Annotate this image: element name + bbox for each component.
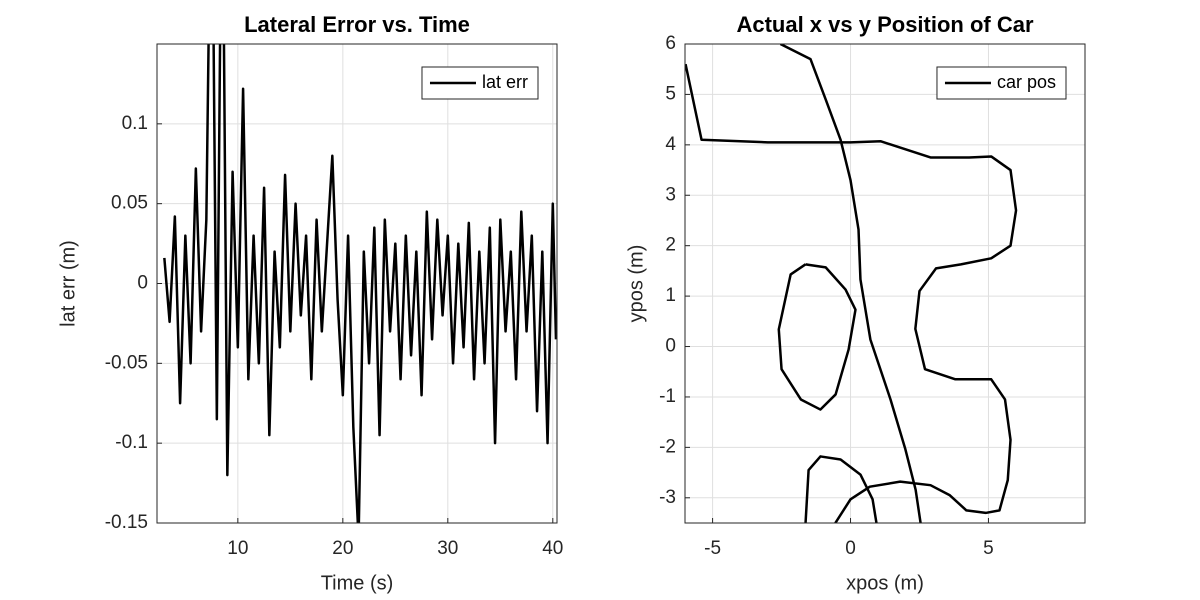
legend: car pos	[936, 66, 1067, 100]
x-axis-label: Time (s)	[321, 572, 394, 594]
x-tick-label: 0	[845, 538, 856, 559]
y-tick-label: -0.15	[105, 512, 148, 533]
x-tick-label: 40	[542, 538, 563, 559]
data-line	[685, 44, 1018, 523]
y-tick-label: 0	[137, 273, 148, 294]
y-tick-label: 4	[665, 134, 676, 155]
y-tick-label: 6	[665, 33, 676, 54]
y-tick-label: 1	[665, 285, 676, 306]
y-axis-label: ypos (m)	[625, 245, 647, 323]
x-tick-label: 30	[437, 538, 458, 559]
chart-title: Lateral Error vs. Time	[244, 12, 470, 37]
legend-label: car pos	[997, 72, 1056, 92]
y-tick-label: -3	[659, 487, 676, 508]
x-tick-label: 5	[983, 538, 994, 559]
legend-label: lat err	[482, 72, 528, 92]
y-tick-label: 3	[665, 184, 676, 205]
chart-title: Actual x vs y Position of Car	[736, 12, 1034, 37]
plot-area	[685, 44, 1085, 523]
y-tick-label: -0.1	[115, 432, 148, 453]
x-tick-label: -5	[704, 538, 721, 559]
data-line	[163, 44, 557, 523]
y-tick-label: -2	[659, 436, 676, 457]
x-tick-label: 10	[227, 538, 248, 559]
y-tick-label: -0.05	[105, 352, 148, 373]
y-tick-label: 2	[665, 235, 676, 256]
y-tick-label: 5	[665, 83, 676, 104]
axes-box	[684, 43, 1086, 524]
x-tick-label: 20	[332, 538, 353, 559]
legend: lat err	[421, 66, 539, 100]
axes-box	[156, 43, 558, 524]
y-tick-label: 0.1	[122, 113, 148, 134]
x-axis-label: xpos (m)	[846, 572, 924, 594]
y-axis-label: lat err (m)	[57, 240, 79, 327]
y-tick-label: -1	[659, 386, 676, 407]
y-tick-label: 0	[665, 336, 676, 357]
y-tick-label: 0.05	[111, 193, 148, 214]
